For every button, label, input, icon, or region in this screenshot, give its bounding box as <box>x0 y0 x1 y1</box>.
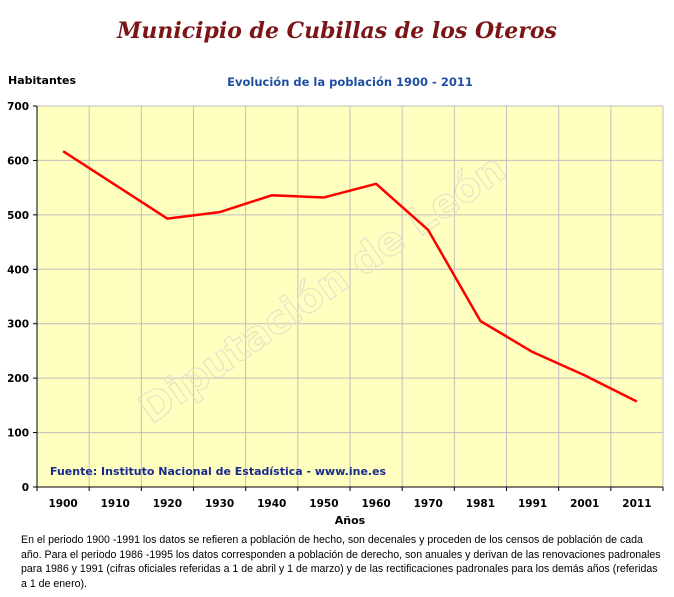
x-tick-label: 2001 <box>570 498 599 510</box>
source-note: Fuente: Instituto Nacional de Estadístic… <box>50 465 387 478</box>
y-tick-label: 500 <box>7 210 29 222</box>
tick-labels: 0 100 200 300 400 500 600 700 1900 1910 1920 1930 19… <box>7 101 651 510</box>
y-tick-label: 400 <box>7 264 29 276</box>
x-tick-label: 2011 <box>622 498 651 510</box>
y-axis-label: Habitantes <box>8 74 77 87</box>
methodology-footnote: En el periodo 1900 -1991 los datos se re… <box>21 534 661 590</box>
page-title: Municipio de Cubillas de los Oteros <box>117 18 557 44</box>
x-tick-label: 1960 <box>361 498 390 510</box>
x-tick-label: 1950 <box>309 498 338 510</box>
chart-title: Evolución de la población 1900 - 2011 <box>227 75 473 89</box>
axes <box>33 105 664 491</box>
y-tick-label: 600 <box>7 155 29 167</box>
grid-lines <box>37 105 664 487</box>
x-tick-label: 1940 <box>257 498 286 510</box>
x-tick-label: 1970 <box>414 498 443 510</box>
y-tick-label: 700 <box>7 101 29 113</box>
y-tick-label: 200 <box>7 373 29 385</box>
population-line <box>62 150 638 403</box>
x-tick-label: 1930 <box>205 498 234 510</box>
y-tick-label: 300 <box>7 319 29 331</box>
population-chart: Diputación de León 010020030040050060070… <box>7 101 664 527</box>
x-tick-label: 1920 <box>153 498 182 510</box>
x-tick-label: 1981 <box>466 498 495 510</box>
y-tick-label: 0 <box>22 482 29 494</box>
x-tick-label: 1910 <box>101 498 130 510</box>
y-tick-label: 100 <box>7 428 29 440</box>
x-tick-label: 1991 <box>518 498 547 510</box>
x-tick-label: 1900 <box>48 498 77 510</box>
x-axis-label: Años <box>335 514 366 527</box>
